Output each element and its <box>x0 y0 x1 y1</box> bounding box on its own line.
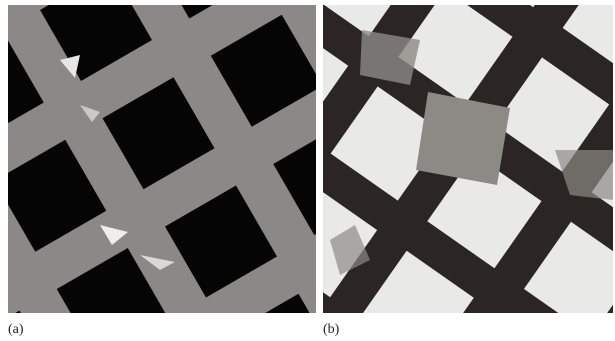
panel-label: (b) <box>323 322 340 337</box>
panel-b-image <box>323 5 613 313</box>
figure: (a) (b) <box>0 0 615 341</box>
panel-label: (a) <box>8 322 24 337</box>
panel-a-image <box>8 5 316 313</box>
